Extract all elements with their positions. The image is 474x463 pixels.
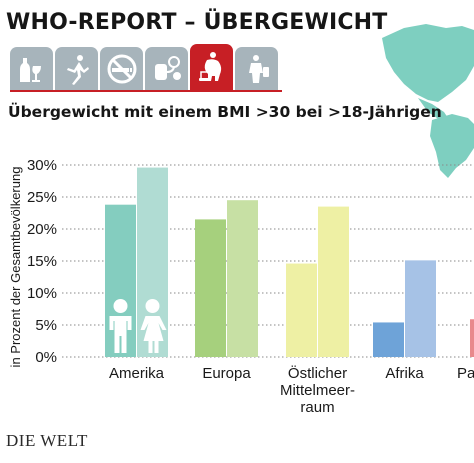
americas-map-shape (382, 24, 474, 178)
bar (470, 319, 474, 357)
y-axis-label: in Prozent der Gesamtbevölkerung (8, 167, 23, 368)
bar (195, 219, 226, 357)
female-figure-icon (140, 299, 167, 353)
y-tick-label: 20% (27, 221, 57, 238)
overweight-icon (198, 52, 221, 81)
bars (105, 167, 474, 357)
brand-logo: DIE WELT (6, 431, 88, 450)
x-category-label: Östlicher Mittelmeer-raum (280, 364, 355, 416)
south-america-shape (430, 114, 474, 178)
tab-alcohol[interactable] (10, 47, 53, 90)
blood-pressure-icon (154, 55, 181, 80)
y-tick-label: 30% (27, 157, 57, 174)
no-smoking-icon (107, 54, 136, 83)
male-figure-icon (109, 299, 132, 353)
icon-strip-underline (10, 90, 282, 92)
x-category-labels: Amerika Europa Östlicher Mittelmeer-raum Afr… (109, 364, 474, 416)
x-category-label: Europa (202, 365, 251, 382)
bar (286, 263, 317, 357)
page-title: WHO-REPORT – ÜBERGEWICHT (6, 10, 388, 35)
y-tick-label: 10% (27, 285, 57, 302)
y-tick-labels: 0% 5% 10% 15% 20% 25% 30% (27, 157, 57, 366)
gender-figures (109, 299, 167, 353)
north-america-shape (382, 24, 474, 102)
y-tick-label: 5% (35, 317, 57, 334)
bar (373, 322, 404, 357)
diabetes-icon (248, 54, 269, 83)
tab-diabetes[interactable] (235, 47, 278, 90)
chart-title: Übergewicht mit einem BMI >30 bei >18-Jä… (8, 103, 442, 121)
x-category-label: Pa (457, 365, 474, 382)
y-tick-label: 0% (35, 349, 57, 366)
bar (405, 260, 436, 357)
tab-physical-activity[interactable] (55, 47, 98, 90)
x-category-label: Amerika (109, 365, 165, 382)
bar (318, 206, 349, 357)
y-tick-label: 25% (27, 189, 57, 206)
tab-no-smoking[interactable] (100, 47, 143, 90)
y-tick-label: 15% (27, 253, 57, 270)
tab-blood-pressure[interactable] (145, 47, 188, 90)
central-america-shape (418, 98, 448, 120)
alcohol-icon (19, 57, 41, 82)
bar (227, 200, 258, 357)
topic-icon-strip (10, 44, 278, 91)
tab-overweight[interactable] (190, 44, 233, 90)
physical-activity-icon (66, 54, 89, 85)
x-category-label: Afrika (385, 365, 424, 382)
